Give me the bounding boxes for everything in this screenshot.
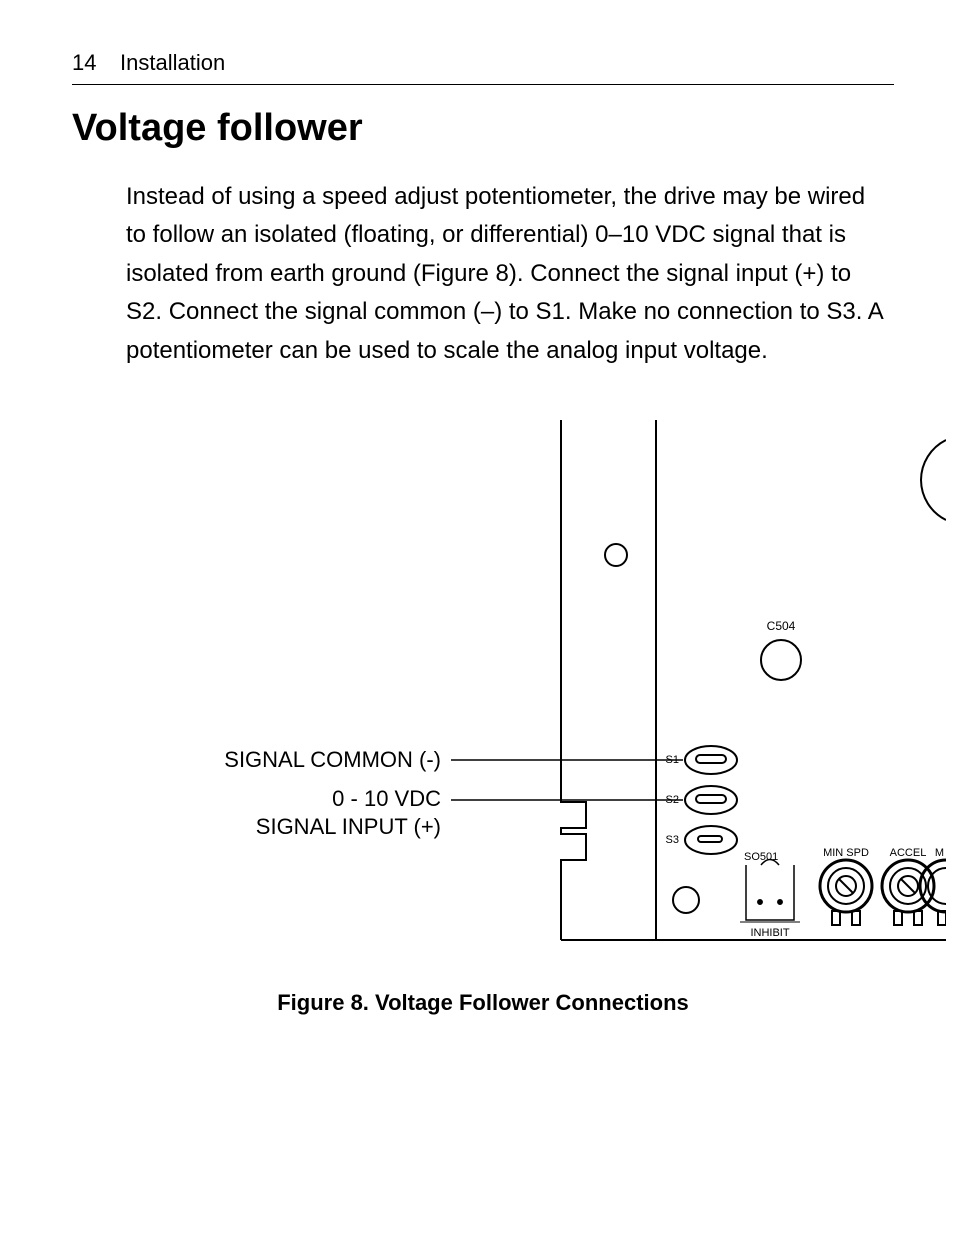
terminal-s2-icon <box>685 786 737 814</box>
terminal-s3-icon <box>685 826 737 854</box>
label-c504: C504 <box>767 619 796 633</box>
label-voltage-range: 0 - 10 VDC <box>332 786 441 811</box>
label-inhibit: INHIBIT <box>750 927 789 939</box>
page-header: 14 Installation <box>72 50 894 85</box>
section-name: Installation <box>120 50 225 76</box>
label-so501: SO501 <box>744 851 778 863</box>
terminal-s1-icon <box>685 746 737 774</box>
label-signal-common: SIGNAL COMMON (-) <box>224 747 441 772</box>
label-min-spd: MIN SPD <box>823 847 869 859</box>
label-accel: ACCEL <box>890 847 927 859</box>
hole-lower-icon <box>673 887 699 913</box>
page-number: 14 <box>72 50 120 76</box>
page-title: Voltage follower <box>72 107 894 150</box>
trimpot-minspd-icon <box>820 860 872 925</box>
figure-svg: C504 S1 S2 S3 SIGNAL COMMON (- <box>126 420 946 980</box>
page: 14 Installation Voltage follower Instead… <box>0 0 954 1235</box>
hole-icon <box>605 544 627 566</box>
so501-connector-icon <box>746 859 794 920</box>
body-paragraph: Instead of using a speed adjust potentio… <box>126 178 890 370</box>
figure-caption: Figure 8. Voltage Follower Connections <box>72 990 894 1016</box>
figure: C504 S1 S2 S3 SIGNAL COMMON (- <box>126 420 894 980</box>
label-m: M <box>935 847 944 859</box>
c504-circle-icon <box>761 640 801 680</box>
label-signal-input: SIGNAL INPUT (+) <box>256 814 441 839</box>
label-s3: S3 <box>666 834 679 846</box>
